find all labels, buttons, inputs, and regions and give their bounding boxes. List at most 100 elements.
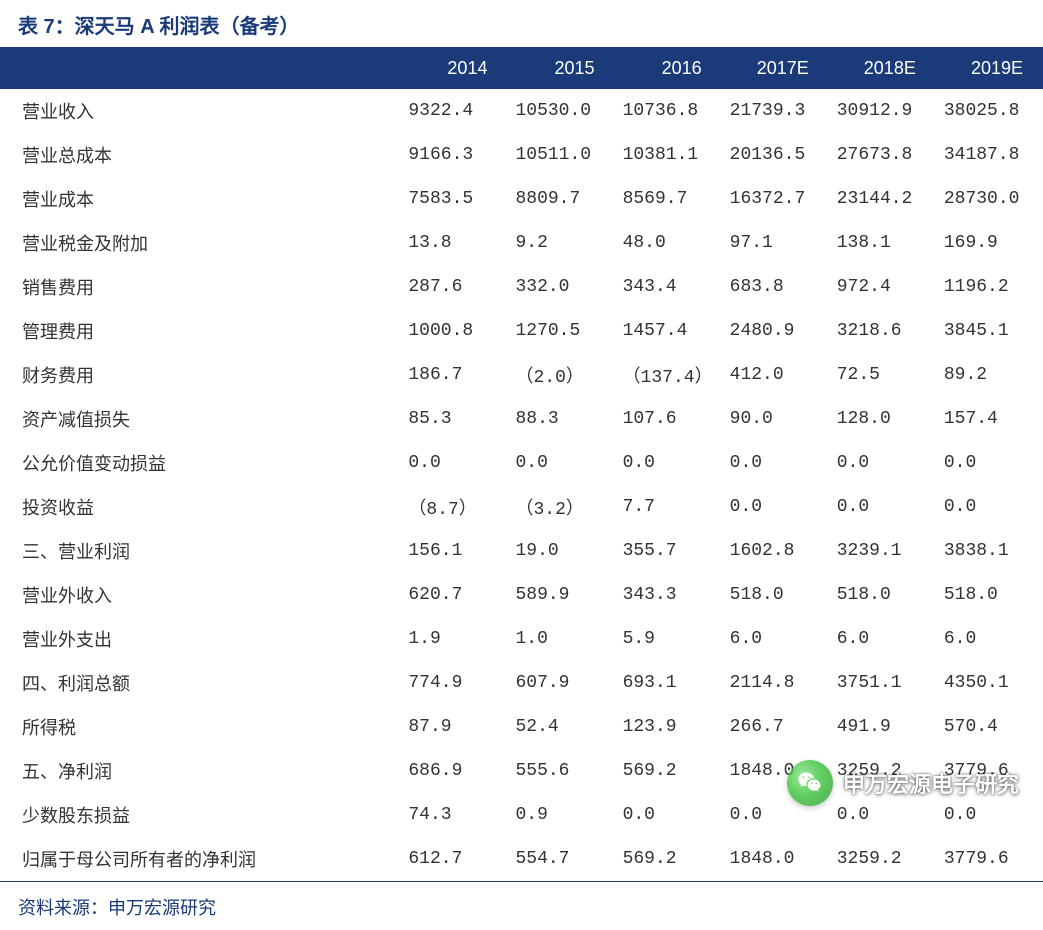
cell-value: 0.0: [829, 485, 936, 529]
cell-value: 0.0: [936, 441, 1043, 485]
cell-value: 569.2: [615, 837, 722, 881]
cell-value: 3239.1: [829, 529, 936, 573]
row-label: 营业外支出: [0, 617, 400, 661]
cell-value: 693.1: [615, 661, 722, 705]
row-label: 四、利润总额: [0, 661, 400, 705]
cell-value: 491.9: [829, 705, 936, 749]
cell-value: 10511.0: [507, 133, 614, 177]
table-row: 归属于母公司所有者的净利润612.7554.7569.21848.03259.2…: [0, 837, 1043, 881]
cell-value: 287.6: [400, 265, 507, 309]
financial-table: 2014 2015 2016 2017E 2018E 2019E 营业收入932…: [0, 48, 1043, 881]
cell-value: （2.0）: [507, 353, 614, 397]
cell-value: （8.7）: [400, 485, 507, 529]
row-label: 归属于母公司所有者的净利润: [0, 837, 400, 881]
cell-value: 0.0: [507, 441, 614, 485]
table-row: 营业成本7583.58809.78569.716372.723144.22873…: [0, 177, 1043, 221]
data-source: 资料来源：申万宏源研究: [0, 881, 1043, 930]
cell-value: 774.9: [400, 661, 507, 705]
table-row: 财务费用186.7（2.0）（137.4）412.072.589.2: [0, 353, 1043, 397]
row-label: 投资收益: [0, 485, 400, 529]
cell-value: 186.7: [400, 353, 507, 397]
cell-value: 1196.2: [936, 265, 1043, 309]
wechat-watermark: 申万宏源电子研究: [787, 760, 1019, 806]
cell-value: 157.4: [936, 397, 1043, 441]
cell-value: 518.0: [936, 573, 1043, 617]
cell-value: 9.2: [507, 221, 614, 265]
cell-value: （137.4）: [615, 353, 722, 397]
cell-value: 8569.7: [615, 177, 722, 221]
cell-value: 4350.1: [936, 661, 1043, 705]
cell-value: 28730.0: [936, 177, 1043, 221]
cell-value: 90.0: [722, 397, 829, 441]
table-row: 四、利润总额774.9607.9693.12114.83751.14350.1: [0, 661, 1043, 705]
cell-value: 555.6: [507, 749, 614, 793]
row-label: 营业收入: [0, 89, 400, 133]
cell-value: 1602.8: [722, 529, 829, 573]
row-label: 营业税金及附加: [0, 221, 400, 265]
cell-value: 16372.7: [722, 177, 829, 221]
cell-value: 10736.8: [615, 89, 722, 133]
cell-value: 0.0: [829, 441, 936, 485]
cell-value: 343.4: [615, 265, 722, 309]
cell-value: 23144.2: [829, 177, 936, 221]
cell-value: 48.0: [615, 221, 722, 265]
cell-value: 6.0: [936, 617, 1043, 661]
cell-value: 2114.8: [722, 661, 829, 705]
table-row: 公允价值变动损益0.00.00.00.00.00.0: [0, 441, 1043, 485]
cell-value: 569.2: [615, 749, 722, 793]
cell-value: 570.4: [936, 705, 1043, 749]
row-label: 五、净利润: [0, 749, 400, 793]
cell-value: 1270.5: [507, 309, 614, 353]
cell-value: 686.9: [400, 749, 507, 793]
cell-value: 169.9: [936, 221, 1043, 265]
cell-value: 972.4: [829, 265, 936, 309]
cell-value: 0.0: [722, 485, 829, 529]
cell-value: 10381.1: [615, 133, 722, 177]
cell-value: 343.3: [615, 573, 722, 617]
cell-value: 266.7: [722, 705, 829, 749]
cell-value: 518.0: [722, 573, 829, 617]
cell-value: 2480.9: [722, 309, 829, 353]
cell-value: 123.9: [615, 705, 722, 749]
cell-value: 1848.0: [722, 837, 829, 881]
cell-value: 5.9: [615, 617, 722, 661]
cell-value: 107.6: [615, 397, 722, 441]
table-title: 表 7：深天马 A 利润表（备考）: [0, 0, 1043, 48]
col-header-label: [0, 48, 400, 89]
cell-value: 13.8: [400, 221, 507, 265]
cell-value: 87.9: [400, 705, 507, 749]
cell-value: 683.8: [722, 265, 829, 309]
cell-value: 607.9: [507, 661, 614, 705]
cell-value: 21739.3: [722, 89, 829, 133]
table-row: 投资收益（8.7）（3.2）7.70.00.00.0: [0, 485, 1043, 529]
watermark-label: 申万宏源电子研究: [843, 767, 1019, 799]
table-row: 营业收入9322.410530.010736.821739.330912.938…: [0, 89, 1043, 133]
col-header-2019e: 2019E: [936, 48, 1043, 89]
cell-value: 1.9: [400, 617, 507, 661]
cell-value: 97.1: [722, 221, 829, 265]
cell-value: 518.0: [829, 573, 936, 617]
col-header-2014: 2014: [400, 48, 507, 89]
cell-value: 7583.5: [400, 177, 507, 221]
cell-value: 0.0: [936, 485, 1043, 529]
cell-value: 3838.1: [936, 529, 1043, 573]
cell-value: 0.0: [615, 793, 722, 837]
cell-value: 34187.8: [936, 133, 1043, 177]
cell-value: 128.0: [829, 397, 936, 441]
row-label: 营业成本: [0, 177, 400, 221]
cell-value: 355.7: [615, 529, 722, 573]
row-label: 财务费用: [0, 353, 400, 397]
table-row: 销售费用287.6332.0343.4683.8972.41196.2: [0, 265, 1043, 309]
cell-value: 612.7: [400, 837, 507, 881]
col-header-2016: 2016: [615, 48, 722, 89]
row-label: 管理费用: [0, 309, 400, 353]
cell-value: 332.0: [507, 265, 614, 309]
row-label: 营业外收入: [0, 573, 400, 617]
col-header-2017e: 2017E: [722, 48, 829, 89]
cell-value: 9322.4: [400, 89, 507, 133]
cell-value: 589.9: [507, 573, 614, 617]
cell-value: 7.7: [615, 485, 722, 529]
cell-value: 20136.5: [722, 133, 829, 177]
table-row: 营业税金及附加13.89.248.097.1138.1169.9: [0, 221, 1043, 265]
cell-value: 6.0: [722, 617, 829, 661]
